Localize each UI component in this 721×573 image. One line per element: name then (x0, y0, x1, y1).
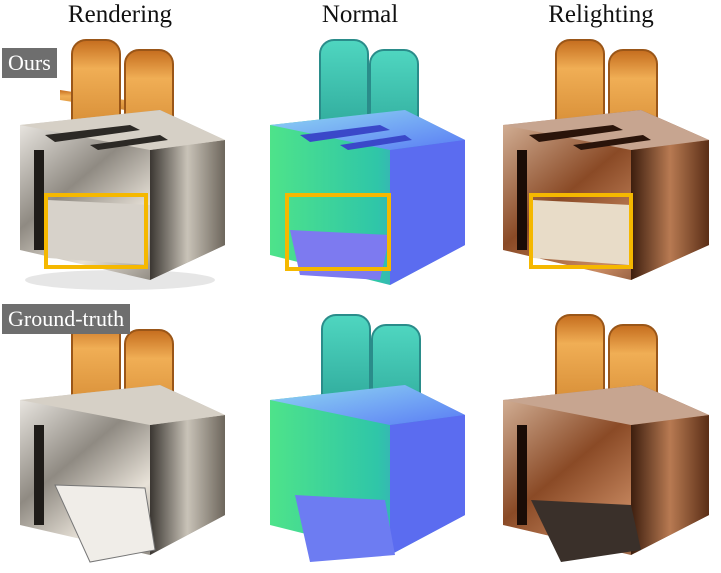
toaster-image (503, 314, 709, 562)
row-label-ground-truth: Ground-truth (2, 304, 131, 334)
toaster-image (20, 39, 225, 290)
panel-gt-relighting (481, 300, 721, 570)
panel-ours-relighting (481, 30, 721, 300)
highlight-box (529, 193, 633, 269)
highlight-box (44, 193, 148, 269)
highlight-box (285, 193, 391, 271)
column-header-rendering: Rendering (67, 1, 173, 28)
panel-ours-normal (240, 30, 480, 300)
row-label-ours: Ours (2, 48, 57, 78)
toaster-image (270, 314, 465, 562)
toaster-image (270, 39, 465, 285)
column-header-relighting: Relighting (548, 1, 654, 28)
toaster-image (503, 39, 709, 280)
panel-gt-rendering (0, 300, 240, 570)
panel-ours-rendering (0, 30, 240, 300)
panel-gt-normal (240, 300, 480, 570)
column-header-normal: Normal (321, 1, 399, 28)
toaster-image (20, 319, 225, 563)
